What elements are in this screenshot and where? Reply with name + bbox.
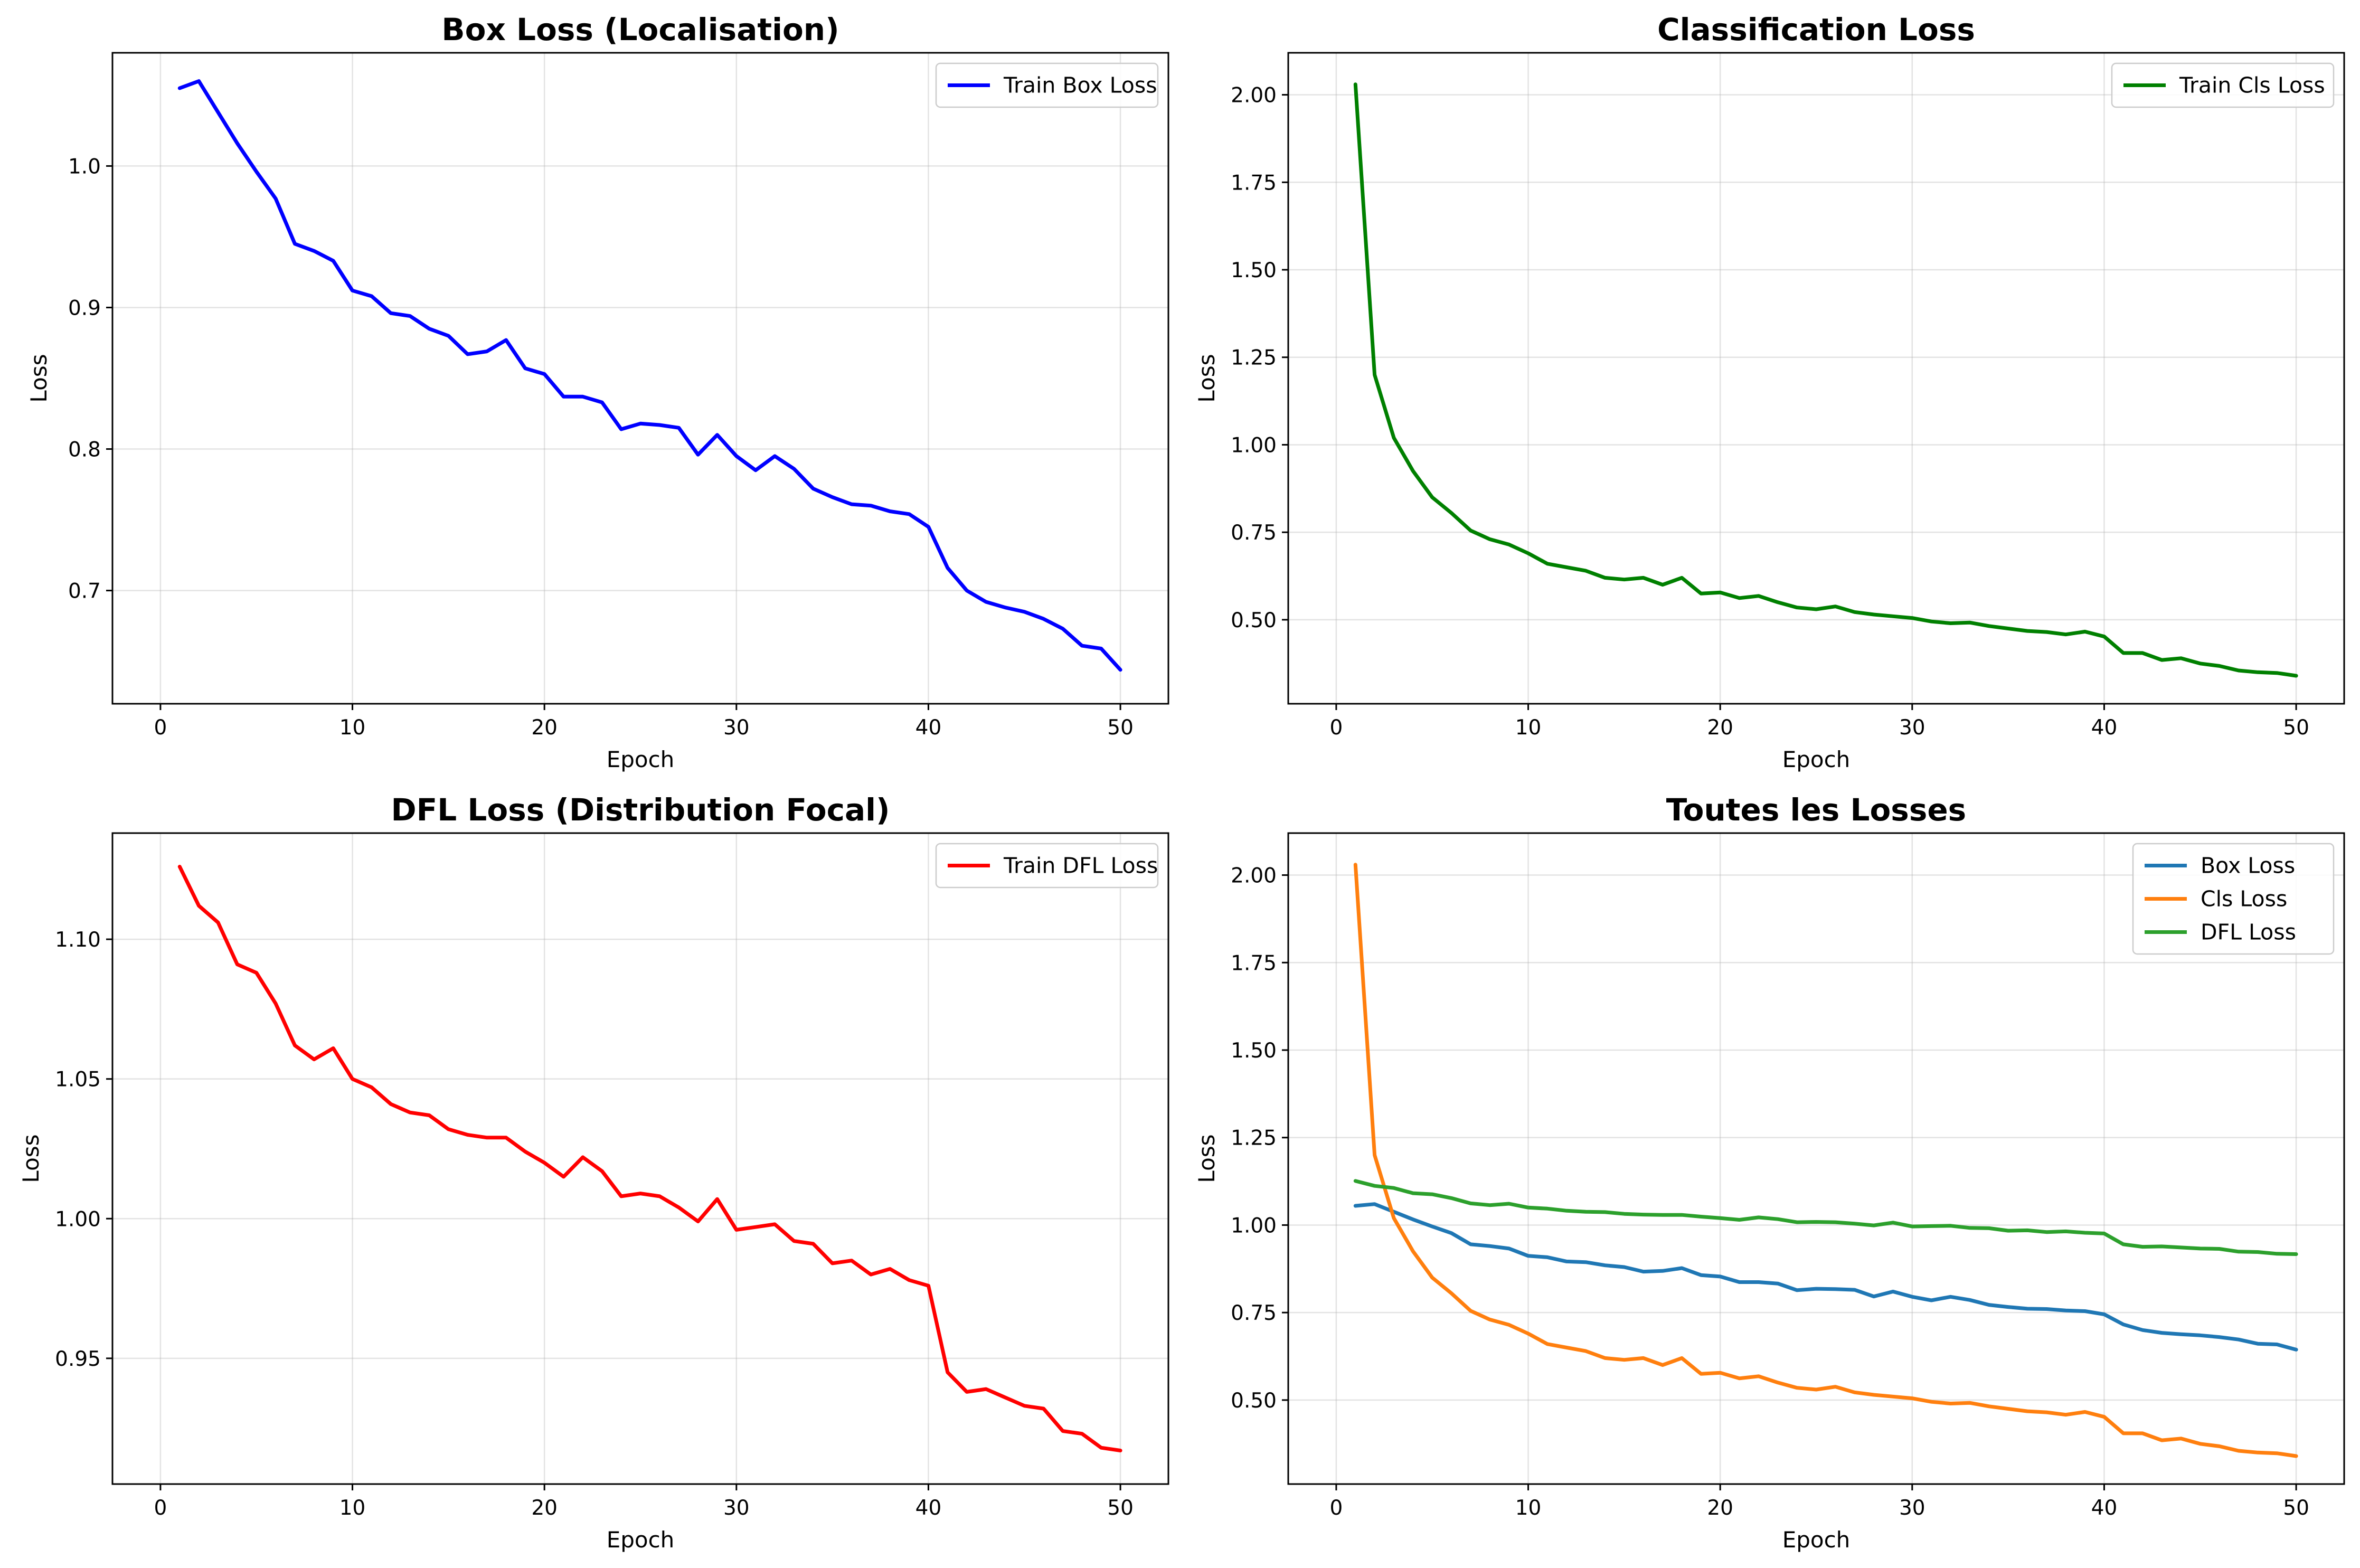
x-tick-label: 50 xyxy=(1107,716,1134,740)
x-tick-label: 0 xyxy=(1329,716,1343,740)
y-tick-label: 2.00 xyxy=(1231,864,1277,888)
x-tick-label: 40 xyxy=(915,716,942,740)
series-line-dfl-loss xyxy=(1353,1179,2298,1256)
legend-label: Cls Loss xyxy=(2201,886,2287,912)
x-tick-label: 0 xyxy=(154,1496,167,1520)
legend-label: Train Box Loss xyxy=(1003,73,1157,98)
legend-label: Train Cls Loss xyxy=(2179,73,2325,98)
x-tick-label: 20 xyxy=(531,716,558,740)
x-tick-label: 40 xyxy=(2091,1496,2118,1520)
x-tick-label: 40 xyxy=(2091,716,2118,740)
series-line-train-dfl-loss xyxy=(177,865,1122,1452)
y-tick-label: 1.10 xyxy=(55,928,101,952)
x-tick-label: 0 xyxy=(1329,1496,1343,1520)
legend-box xyxy=(935,843,1159,889)
x-tick-label: 30 xyxy=(1899,1496,1925,1520)
y-tick-label: 1.50 xyxy=(1231,1039,1277,1063)
chart-title: Classification Loss xyxy=(1657,12,1975,48)
plot-frame xyxy=(1287,52,2345,705)
x-tick-label: 50 xyxy=(1107,1496,1134,1520)
legend-box xyxy=(2111,62,2335,108)
plot-frame xyxy=(111,832,1169,1485)
legend: Train DFL Loss xyxy=(935,843,1159,889)
y-tick-label: 0.50 xyxy=(1231,609,1277,632)
x-tick-label: 20 xyxy=(1707,1496,1733,1520)
y-tick-label: 1.75 xyxy=(1231,951,1277,975)
y-tick-label: 0.50 xyxy=(1231,1389,1277,1413)
chart-title: Toutes les Losses xyxy=(1666,792,1966,828)
x-tick-label: 0 xyxy=(154,716,167,740)
x-tick-label: 30 xyxy=(723,716,750,740)
y-tick-label: 1.25 xyxy=(1231,346,1277,370)
y-tick-label: 2.00 xyxy=(1231,84,1277,108)
x-tick-label: 20 xyxy=(1707,716,1733,740)
series-line-train-box-loss xyxy=(177,79,1122,672)
x-tick-label: 10 xyxy=(339,716,366,740)
plot-frame xyxy=(1287,832,2345,1485)
chart-title: Box Loss (Localisation) xyxy=(441,12,839,48)
x-tick-label: 20 xyxy=(531,1496,558,1520)
y-axis-label: Loss xyxy=(1194,354,1220,402)
y-tick-label: 0.7 xyxy=(68,580,101,603)
legend-label: DFL Loss xyxy=(2201,920,2296,945)
plot-frame xyxy=(111,52,1169,705)
x-tick-label: 50 xyxy=(2283,716,2309,740)
legend-box xyxy=(2132,843,2335,955)
y-tick-label: 0.75 xyxy=(1231,521,1277,545)
chart-panel-4: 0 10 20 30 40 50 0.50 0.75 1.00 1.25 1.50 1.75 2.00 T… xyxy=(1194,792,2345,1553)
x-tick-label: 10 xyxy=(1515,716,1542,740)
y-tick-label: 0.9 xyxy=(68,296,101,320)
chart-title: DFL Loss (Distribution Focal) xyxy=(391,792,890,828)
legend: Box Loss Cls Loss DFL Loss xyxy=(2132,843,2335,955)
y-tick-label: 0.8 xyxy=(68,438,101,462)
legend-box xyxy=(935,62,1159,108)
x-tick-label: 10 xyxy=(339,1496,366,1520)
x-axis-label: Epoch xyxy=(1782,747,1851,772)
y-tick-label: 1.0 xyxy=(68,155,101,178)
series-line-cls-loss xyxy=(1353,863,2298,1458)
x-tick-label: 10 xyxy=(1515,1496,1542,1520)
y-tick-label: 1.50 xyxy=(1231,259,1277,282)
y-tick-label: 1.05 xyxy=(55,1068,101,1092)
y-axis-label: Loss xyxy=(18,1134,44,1183)
series-line-box-loss xyxy=(1353,1202,2298,1352)
y-axis-label: Loss xyxy=(26,354,52,402)
x-axis-label: Epoch xyxy=(607,747,675,772)
legend: Train Cls Loss xyxy=(2111,62,2335,108)
y-tick-label: 1.00 xyxy=(1231,1214,1277,1238)
y-axis-label: Loss xyxy=(1194,1134,1220,1183)
x-axis-label: Epoch xyxy=(1782,1527,1851,1553)
x-tick-label: 30 xyxy=(723,1496,750,1520)
series-line-train-cls-loss xyxy=(1353,82,2298,678)
x-tick-label: 30 xyxy=(1899,716,1925,740)
y-tick-label: 1.75 xyxy=(1231,171,1277,195)
chart-panel-1: 0 10 20 30 40 50 0.7 0.8 0.9 1.0 Box Loss (Localis… xyxy=(26,12,1169,772)
legend: Train Box Loss xyxy=(935,62,1159,108)
x-tick-label: 40 xyxy=(915,1496,942,1520)
chart-panel-3: 0 10 20 30 40 50 0.95 1.00 1.05 1.10 DFL Loss (Dis… xyxy=(18,792,1169,1553)
y-tick-label: 1.25 xyxy=(1231,1127,1277,1150)
x-axis-label: Epoch xyxy=(607,1527,675,1553)
y-tick-label: 0.95 xyxy=(55,1347,101,1371)
chart-panel-2: 0 10 20 30 40 50 0.50 0.75 1.00 1.25 1.50 1.75 2.00 C… xyxy=(1194,12,2345,772)
y-tick-label: 1.00 xyxy=(55,1207,101,1231)
y-tick-label: 1.00 xyxy=(1231,433,1277,457)
legend-label: Train DFL Loss xyxy=(1003,853,1158,879)
legend-label: Box Loss xyxy=(2201,853,2295,879)
x-tick-label: 50 xyxy=(2283,1496,2309,1520)
y-tick-label: 0.75 xyxy=(1231,1301,1277,1325)
